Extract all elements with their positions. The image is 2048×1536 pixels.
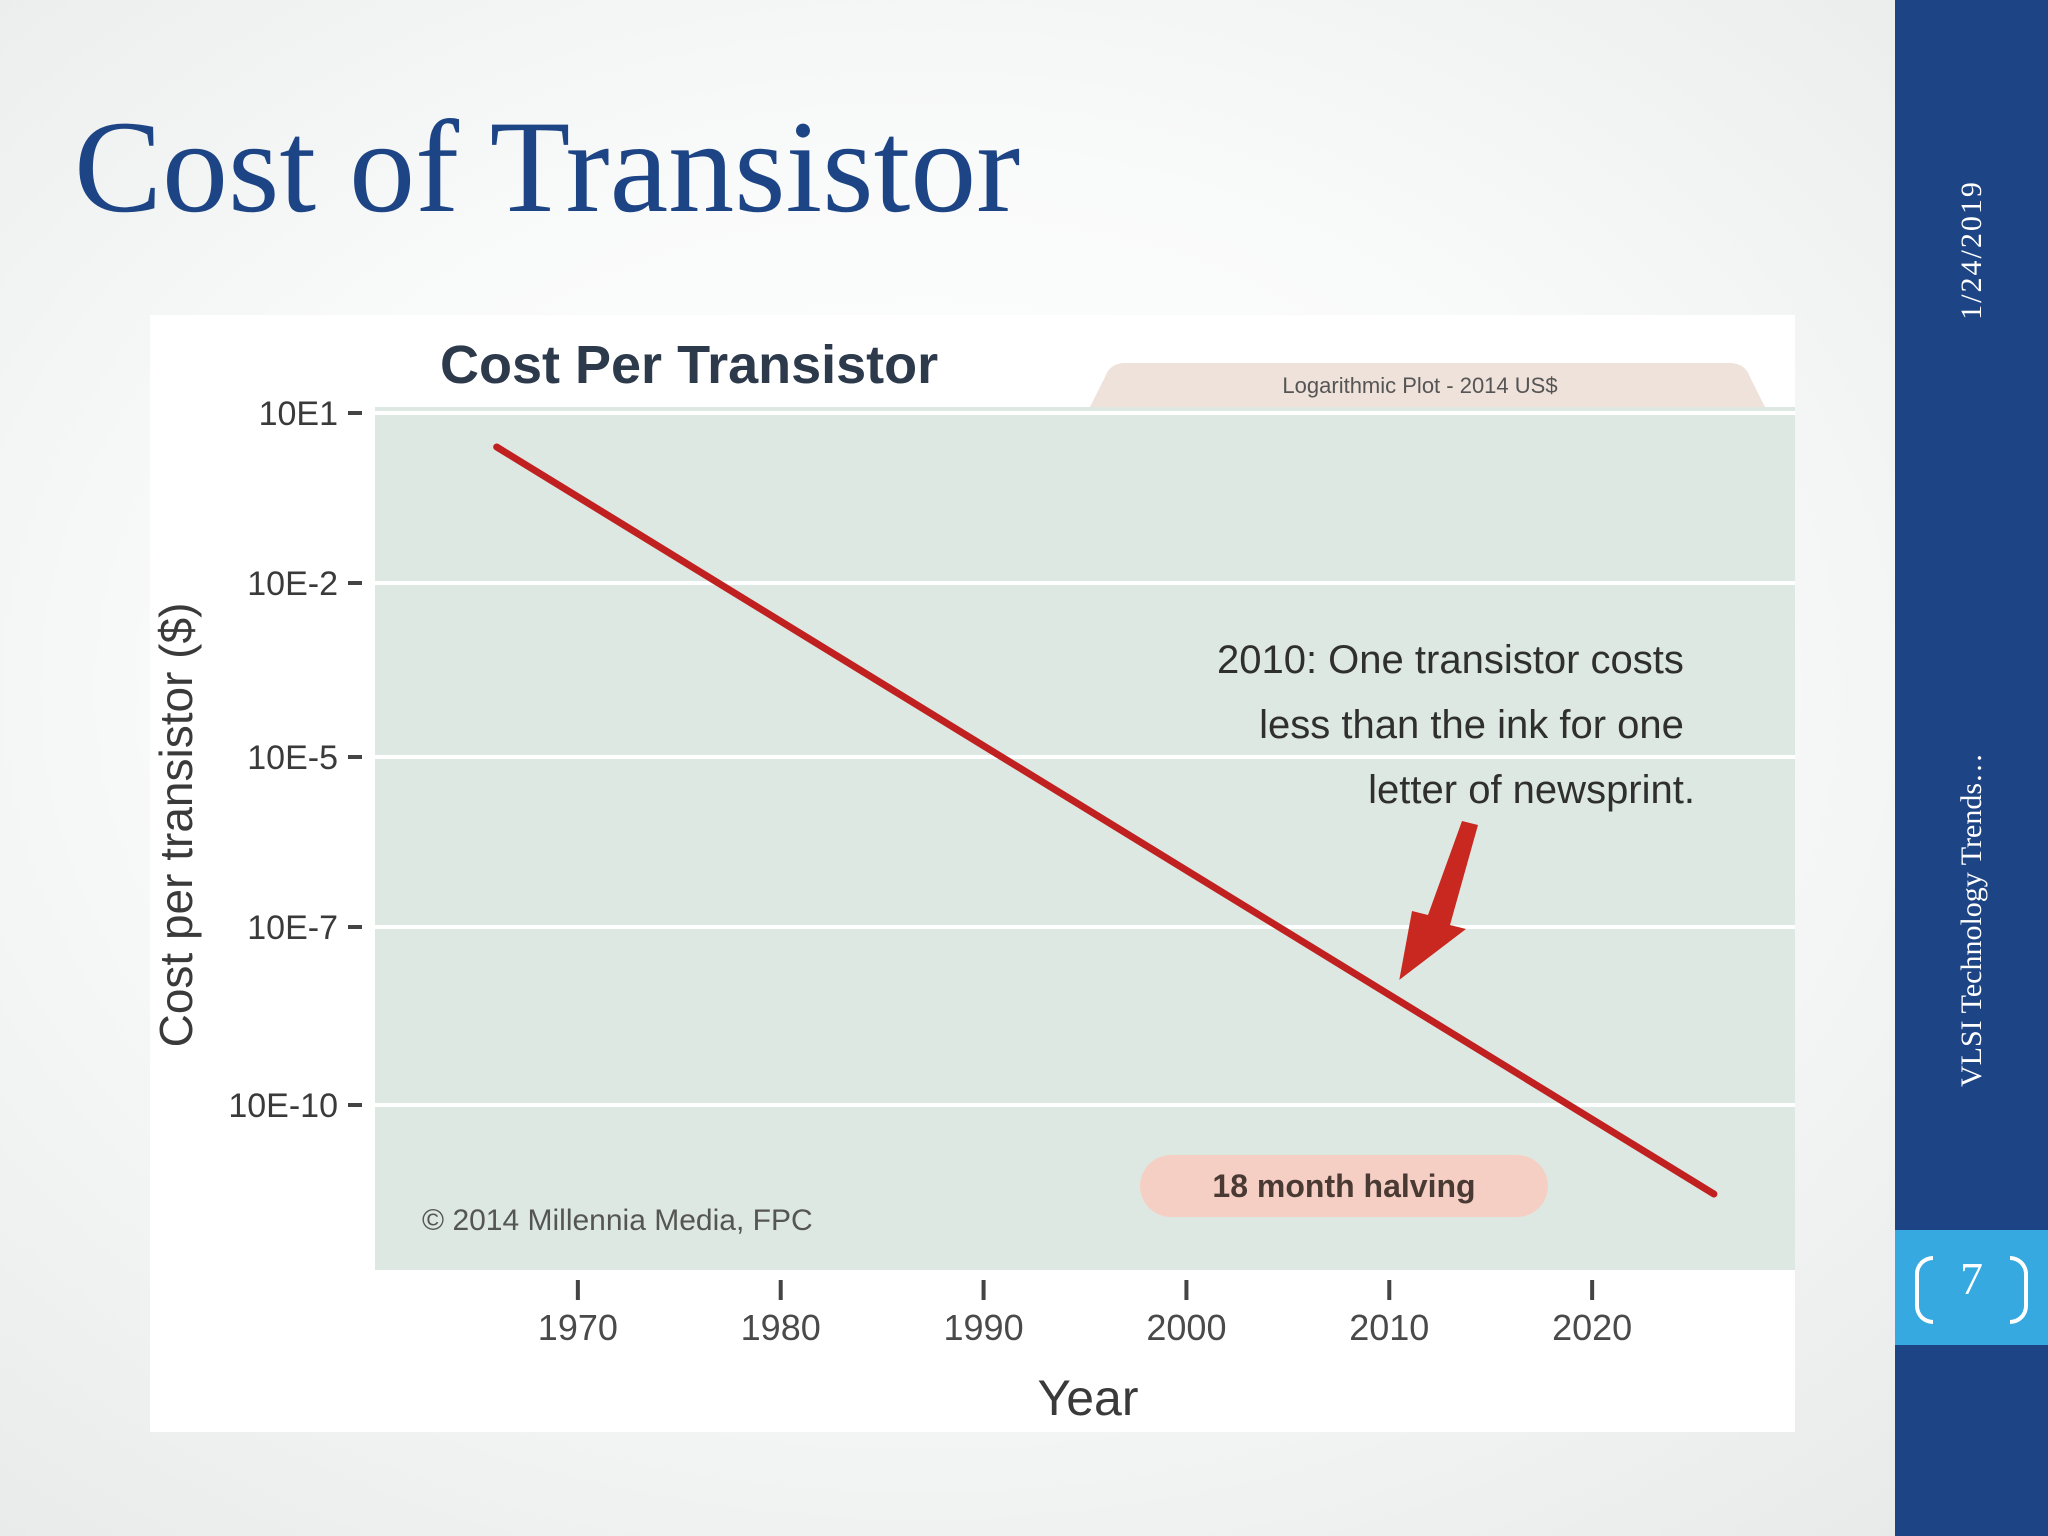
y-tick-label: 10E1 — [259, 395, 338, 433]
y-tick-label: 10E-5 — [247, 739, 338, 777]
x-tick-label: 1990 — [944, 1307, 1024, 1348]
chart-subtitle: Logarithmic Plot - 2014 US$ — [1282, 373, 1557, 398]
y-tick-label: 10E-2 — [247, 565, 338, 603]
x-tick-label: 1980 — [741, 1307, 821, 1348]
annotation-arrow — [1399, 821, 1478, 980]
annotation-note-line: letter of newsprint. — [1368, 768, 1695, 812]
right-sidebar: 1/24/2019 VLSI Technology Trends… 7 — [1895, 0, 2048, 1536]
slide-title: Cost of Transistor — [74, 93, 1021, 240]
gridlines — [375, 411, 1795, 1107]
left-bracket-icon — [1915, 1256, 1933, 1324]
y-tick-label: 10E-10 — [228, 1087, 338, 1125]
y-axis: 10E1 10E-2 10E-5 10E-7 10E-10 — [228, 395, 362, 1125]
slide-date: 1/24/2019 — [1954, 180, 1988, 320]
y-tick-label: 10E-7 — [247, 909, 338, 947]
series-line — [493, 443, 1718, 1198]
x-axis-label: Year — [1037, 1370, 1138, 1426]
y-axis-label: Cost per transistor ($) — [150, 603, 202, 1048]
page-number: 7 — [1960, 1253, 1983, 1304]
chart-figure: Logarithmic Plot - 2014 US$ Cost Per Tra… — [150, 315, 1795, 1432]
slide-footer: VLSI Technology Trends… — [1954, 752, 1988, 1088]
annotations: 2010: One transistor costs less than the… — [422, 638, 1695, 1237]
annotation-note: 2010: One transistor costs less than the… — [1217, 638, 1695, 812]
x-tick-label: 2000 — [1146, 1307, 1226, 1348]
halving-label: 18 month halving — [1212, 1168, 1475, 1204]
page-number-box: 7 — [1895, 1230, 2048, 1345]
series — [493, 443, 1718, 1198]
x-tick-label: 1970 — [538, 1307, 618, 1348]
chart-title: Cost Per Transistor — [440, 335, 938, 395]
subtitle-banner — [1090, 363, 1765, 407]
x-tick-label: 2020 — [1552, 1307, 1632, 1348]
plot-background — [375, 407, 1795, 1270]
cost-per-transistor-chart: Logarithmic Plot - 2014 US$ Cost Per Tra… — [150, 335, 1795, 1426]
annotation-note-line: less than the ink for one — [1259, 703, 1684, 747]
x-tick-label: 2010 — [1349, 1307, 1429, 1348]
copyright-credit: © 2014 Millennia Media, FPC — [422, 1204, 813, 1237]
halving-pill — [1140, 1155, 1548, 1217]
right-bracket-icon — [2010, 1256, 2028, 1324]
annotation-note-line: 2010: One transistor costs — [1217, 638, 1684, 682]
x-axis: 1970 1980 1990 2000 2010 2020 — [538, 1280, 1632, 1348]
